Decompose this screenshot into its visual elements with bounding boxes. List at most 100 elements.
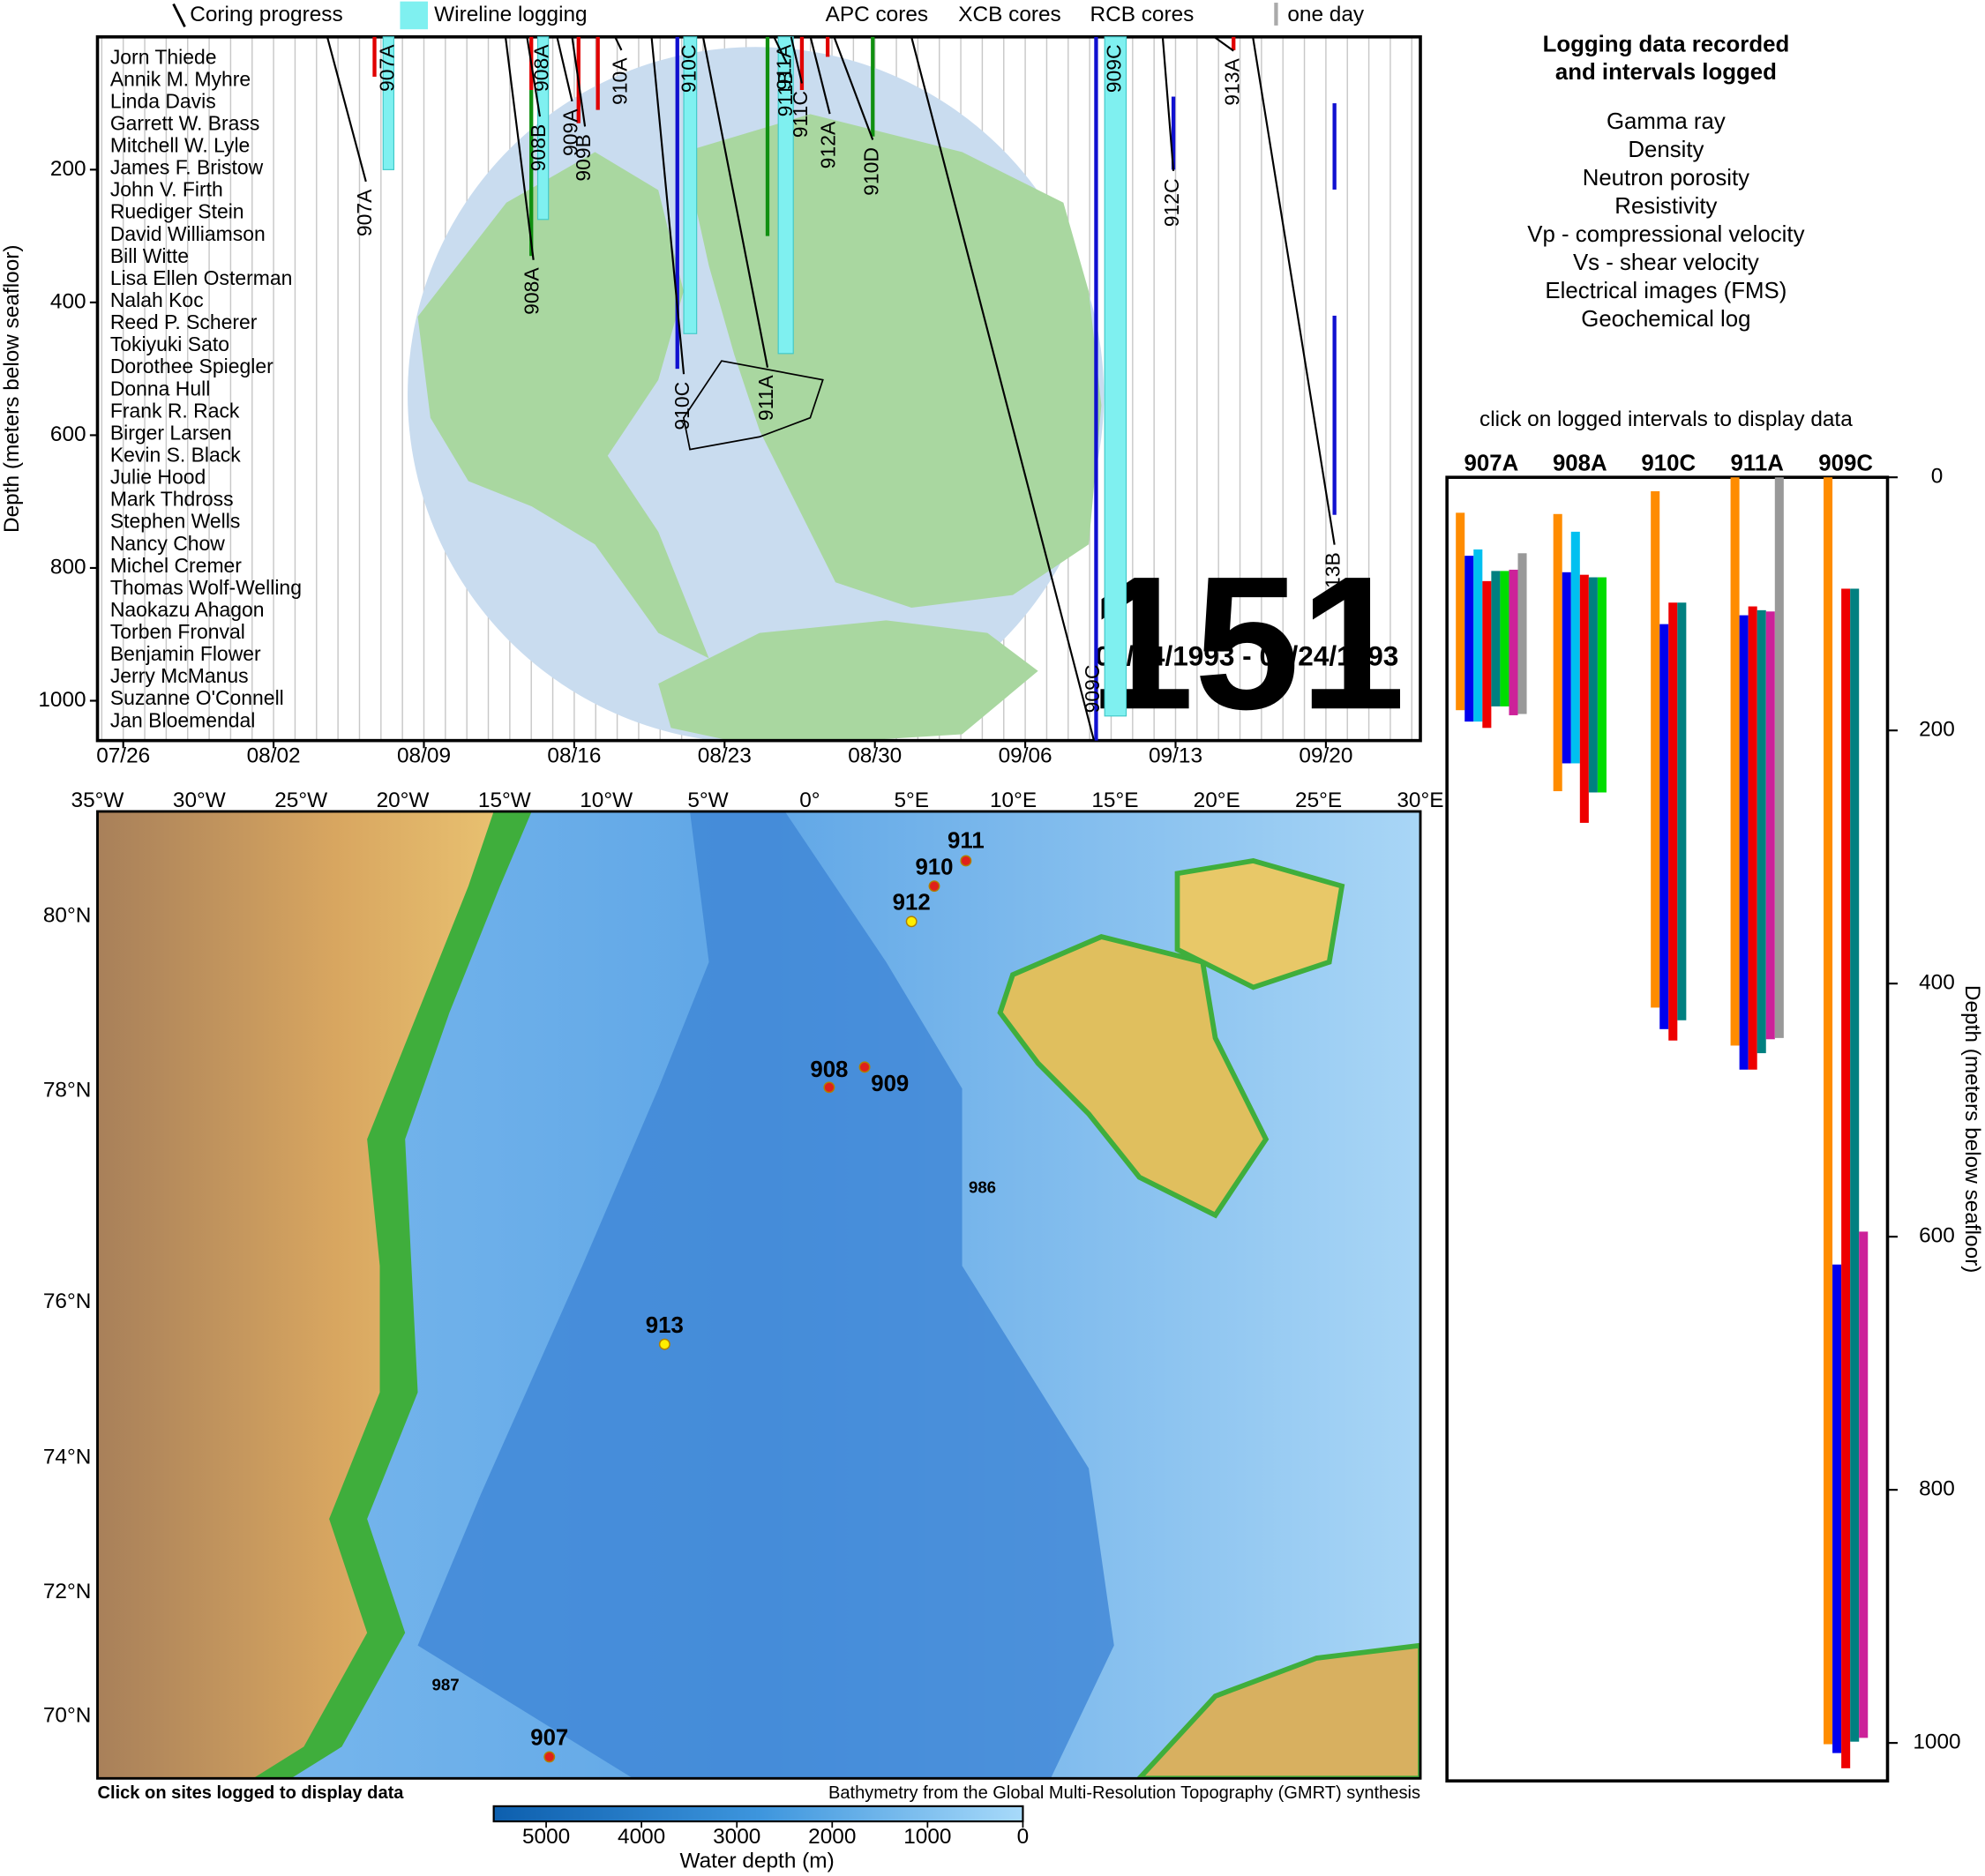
log-interval[interactable] <box>1748 606 1757 1070</box>
log-interval[interactable] <box>1491 571 1501 706</box>
log-interval[interactable] <box>1553 513 1562 792</box>
scientist-name: Bill Witte <box>110 244 189 267</box>
hole-header[interactable]: 911A <box>1731 452 1784 476</box>
svalbard <box>997 934 1270 1219</box>
site-marker[interactable] <box>928 880 940 893</box>
scientist-name: Reed P. Scherer <box>110 310 258 333</box>
coring-line <box>1252 36 1336 545</box>
watermark: 151 <box>1089 536 1405 749</box>
site-label[interactable]: 912 <box>893 891 931 916</box>
legend-label: one day <box>1287 3 1365 26</box>
wireline-bar[interactable] <box>683 36 698 334</box>
site-label[interactable]: 908 <box>810 1058 848 1082</box>
y-axis-label: Depth (meters below seafloor) <box>0 244 24 533</box>
lat-label: 76°N <box>43 1289 91 1313</box>
site-label[interactable]: 909 <box>871 1072 909 1096</box>
log-interval[interactable] <box>1757 609 1766 1054</box>
map-credit: Bathymetry from the Global Multi-Resolut… <box>828 1783 1420 1803</box>
log-interval[interactable] <box>1473 549 1483 722</box>
log-interval[interactable] <box>1765 611 1775 1040</box>
log-interval[interactable] <box>1500 571 1509 706</box>
log-interval[interactable] <box>1730 477 1740 1046</box>
colorbar-label: Water depth (m) <box>680 1849 835 1872</box>
log-interval[interactable] <box>1517 553 1527 714</box>
hole-label: 908A <box>521 267 543 315</box>
lon-label: 35°W <box>71 789 124 812</box>
colorbar-tick-label: 0 <box>1017 1825 1030 1849</box>
log-interval[interactable] <box>1597 577 1607 793</box>
log-interval[interactable] <box>1774 477 1784 1038</box>
log-interval[interactable] <box>1570 531 1580 764</box>
site-marker[interactable] <box>960 855 972 867</box>
coring-line <box>809 36 831 115</box>
hole-header[interactable]: 910C <box>1641 452 1696 476</box>
hole-label: 907A <box>375 44 398 92</box>
hole-header[interactable]: 908A <box>1553 452 1607 476</box>
log-interval[interactable] <box>1651 490 1660 1008</box>
lon-label: 10°W <box>580 789 633 812</box>
x-tick-label: 09/06 <box>999 744 1052 768</box>
log-interval[interactable] <box>1482 580 1492 729</box>
hole-header[interactable]: 907A <box>1464 452 1519 476</box>
scientist-name: Annik M. Myhre <box>110 67 251 90</box>
lat-label: 74°N <box>43 1446 91 1469</box>
scientist-name: Jerry McManus <box>110 664 249 687</box>
log-interval[interactable] <box>1456 512 1465 711</box>
y-tick-label: 200 <box>1919 718 1955 742</box>
site-label[interactable]: 911 <box>948 828 985 853</box>
lat-label: 80°N <box>43 904 91 928</box>
log-interval[interactable] <box>1659 624 1669 1029</box>
site-marker[interactable] <box>658 1338 670 1350</box>
wireline-bar[interactable] <box>536 36 550 220</box>
x-tick-label: 09/20 <box>1299 744 1352 768</box>
hole-label: 908A <box>530 44 553 92</box>
hole-label: 911B <box>774 71 797 117</box>
log-interval[interactable] <box>1832 1264 1842 1753</box>
site-label[interactable]: 910 <box>915 855 953 879</box>
map-panel <box>96 810 1422 1823</box>
log-interval[interactable] <box>1850 588 1860 1742</box>
wireline-bar[interactable] <box>382 36 394 170</box>
scientist-name: David Williamson <box>110 222 266 245</box>
log-interval[interactable] <box>1824 477 1833 1745</box>
coring-line <box>571 36 587 127</box>
log-interval[interactable] <box>1464 556 1474 722</box>
log-interval[interactable] <box>1841 588 1851 1768</box>
site-label[interactable]: 907 <box>530 1726 568 1751</box>
log-interval[interactable] <box>1859 1231 1869 1738</box>
legend-entry: Electrical images (FMS) <box>1545 279 1786 303</box>
site-marker[interactable] <box>823 1081 835 1094</box>
scientist-name: Torben Fronval <box>110 620 245 643</box>
log-interval[interactable] <box>1739 615 1749 1070</box>
legend-entry: Vp - compressional velocity <box>1527 222 1804 247</box>
hole-header[interactable]: 909C <box>1818 452 1873 476</box>
coring-line <box>833 36 874 140</box>
site-label[interactable]: 913 <box>646 1313 684 1338</box>
coring-line <box>790 36 803 84</box>
scientist-name: Suzanne O'Connell <box>110 686 284 709</box>
chart-title: Logging data recorded <box>1543 33 1790 57</box>
log-interval[interactable] <box>1677 602 1687 1020</box>
scientist-name: Jan Bloemendal <box>110 708 256 731</box>
scientist-name: Garrett W. Brass <box>110 111 260 134</box>
log-interval[interactable] <box>1668 602 1678 1041</box>
scientist-name: Jorn Thiede <box>110 45 217 68</box>
site-marker[interactable] <box>858 1061 871 1073</box>
y-tick-label: 0 <box>1931 465 1944 489</box>
log-interval[interactable] <box>1562 572 1571 764</box>
greenland <box>97 811 494 1779</box>
log-interval[interactable] <box>1579 574 1589 823</box>
log-interval[interactable] <box>1588 577 1598 793</box>
scientist-name: Frank R. Rack <box>110 399 240 422</box>
hole-label: 910C <box>670 382 693 430</box>
y-tick-label: 600 <box>50 422 86 446</box>
wireline-bar[interactable] <box>1104 36 1127 717</box>
log-interval[interactable] <box>1509 569 1518 715</box>
hole-label: 912C <box>1160 178 1183 227</box>
wireline-bar[interactable] <box>777 36 794 355</box>
site-marker[interactable] <box>905 916 918 928</box>
hole-label: 909A <box>559 108 582 156</box>
site-marker[interactable] <box>543 1751 556 1763</box>
hole-label: 910D <box>859 147 882 196</box>
lat-label: 78°N <box>43 1079 91 1102</box>
